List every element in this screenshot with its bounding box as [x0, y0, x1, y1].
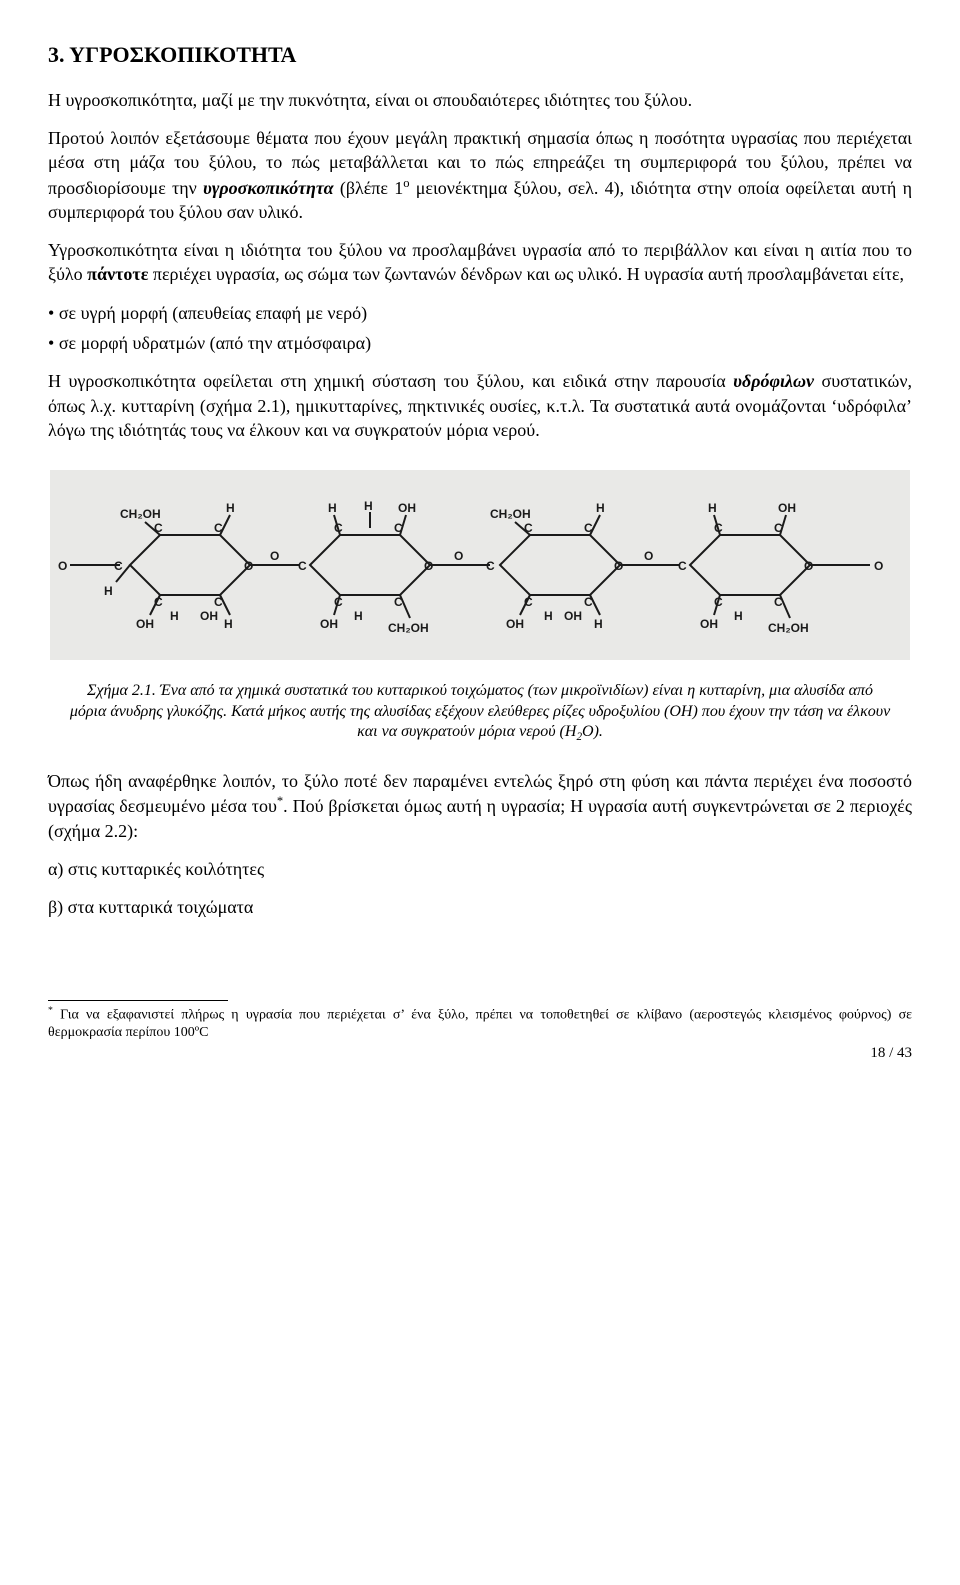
svg-text:H: H	[170, 609, 179, 623]
bullet-list: σε υγρή μορφή (απευθείας επαφή με νερό) …	[48, 301, 912, 356]
svg-text:O: O	[644, 549, 653, 563]
svg-text:OH: OH	[136, 617, 154, 631]
svg-text:H: H	[224, 617, 233, 631]
paragraph-1: Η υγροσκοπικότητα, μαζί με την πυκνότητα…	[48, 88, 912, 112]
paragraph-5: Όπως ήδη αναφέρθηκε λοιπόν, το ξύλο ποτέ…	[48, 769, 912, 843]
p2-term: υγροσκοπικότητα	[203, 178, 334, 198]
p3-bold: πάντοτε	[87, 264, 148, 284]
svg-text:H: H	[104, 584, 113, 598]
figure-2-1: CH₂OH C C C C O C O OH H H H H OH O	[48, 470, 912, 667]
p2-text-c: (βλέπε 1	[334, 178, 404, 198]
svg-text:O: O	[874, 559, 883, 573]
svg-text:H: H	[328, 501, 337, 515]
svg-text:C: C	[524, 521, 533, 535]
svg-text:CH₂OH: CH₂OH	[388, 621, 429, 635]
svg-text:C: C	[298, 559, 307, 573]
svg-text:H: H	[734, 609, 743, 623]
svg-text:OH: OH	[200, 609, 218, 623]
footnote-text: * Για να εξαφανιστεί πλήρως η υγρασία πο…	[48, 1005, 912, 1042]
svg-text:O: O	[270, 549, 279, 563]
paragraph-3: Υγροσκοπικότητα είναι η ιδιότητα του ξύλ…	[48, 238, 912, 287]
footnote-separator	[48, 1000, 228, 1001]
svg-text:OH: OH	[506, 617, 524, 631]
p3-text-c: περιέχει υγρασία, ως σώμα των ζωντανών δ…	[148, 264, 904, 284]
svg-text:H: H	[226, 501, 235, 515]
footnote-body: Για να εξαφανιστεί πλήρως η υγρασία που …	[48, 1007, 912, 1040]
svg-text:H: H	[364, 499, 373, 513]
bullet-1: σε υγρή μορφή (απευθείας επαφή με νερό)	[48, 301, 912, 325]
cellulose-diagram: CH₂OH C C C C O C O OH H H H H OH O	[50, 470, 910, 660]
svg-text:OH: OH	[564, 609, 582, 623]
svg-text:O: O	[58, 559, 67, 573]
p4-term: υδρόφιλων	[733, 371, 814, 391]
svg-text:OH: OH	[398, 501, 416, 515]
svg-text:C: C	[486, 559, 495, 573]
svg-text:H: H	[708, 501, 717, 515]
paragraph-2: Προτού λοιπόν εξετάσουμε θέματα που έχου…	[48, 126, 912, 224]
svg-text:CH₂OH: CH₂OH	[120, 507, 161, 521]
svg-text:OH: OH	[778, 501, 796, 515]
page-number: 18 / 43	[48, 1043, 912, 1063]
paragraph-4: Η υγροσκοπικότητα οφείλεται στη χημική σ…	[48, 369, 912, 442]
svg-text:CH₂OH: CH₂OH	[768, 621, 809, 635]
svg-text:H: H	[544, 609, 553, 623]
svg-text:H: H	[596, 501, 605, 515]
svg-text:H: H	[594, 617, 603, 631]
p4-text-a: Η υγροσκοπικότητα οφείλεται στη χημική σ…	[48, 371, 733, 391]
svg-text:C: C	[678, 559, 687, 573]
section-heading: 3. ΥΓΡΟΣΚΟΠΙΚΟΤΗΤΑ	[48, 40, 912, 70]
svg-text:O: O	[454, 549, 463, 563]
caption-a: Σχήμα 2.1. Ένα από τα χημικά συστατικά τ…	[70, 682, 890, 741]
caption-b: O).	[582, 723, 603, 740]
svg-text:CH₂OH: CH₂OH	[490, 507, 531, 521]
svg-text:OH: OH	[700, 617, 718, 631]
figure-caption: Σχήμα 2.1. Ένα από τα χημικά συστατικά τ…	[68, 681, 892, 745]
paragraph-6: α) στις κυτταρικές κοιλότητες	[48, 857, 912, 881]
bullet-2: σε μορφή υδρατμών (από την ατμόσφαιρα)	[48, 331, 912, 355]
footnote-star: *	[48, 1005, 53, 1016]
svg-text:C: C	[154, 521, 163, 535]
svg-text:OH: OH	[320, 617, 338, 631]
paragraph-7: β) στα κυτταρικά τοιχώματα	[48, 895, 912, 919]
svg-text:H: H	[354, 609, 363, 623]
